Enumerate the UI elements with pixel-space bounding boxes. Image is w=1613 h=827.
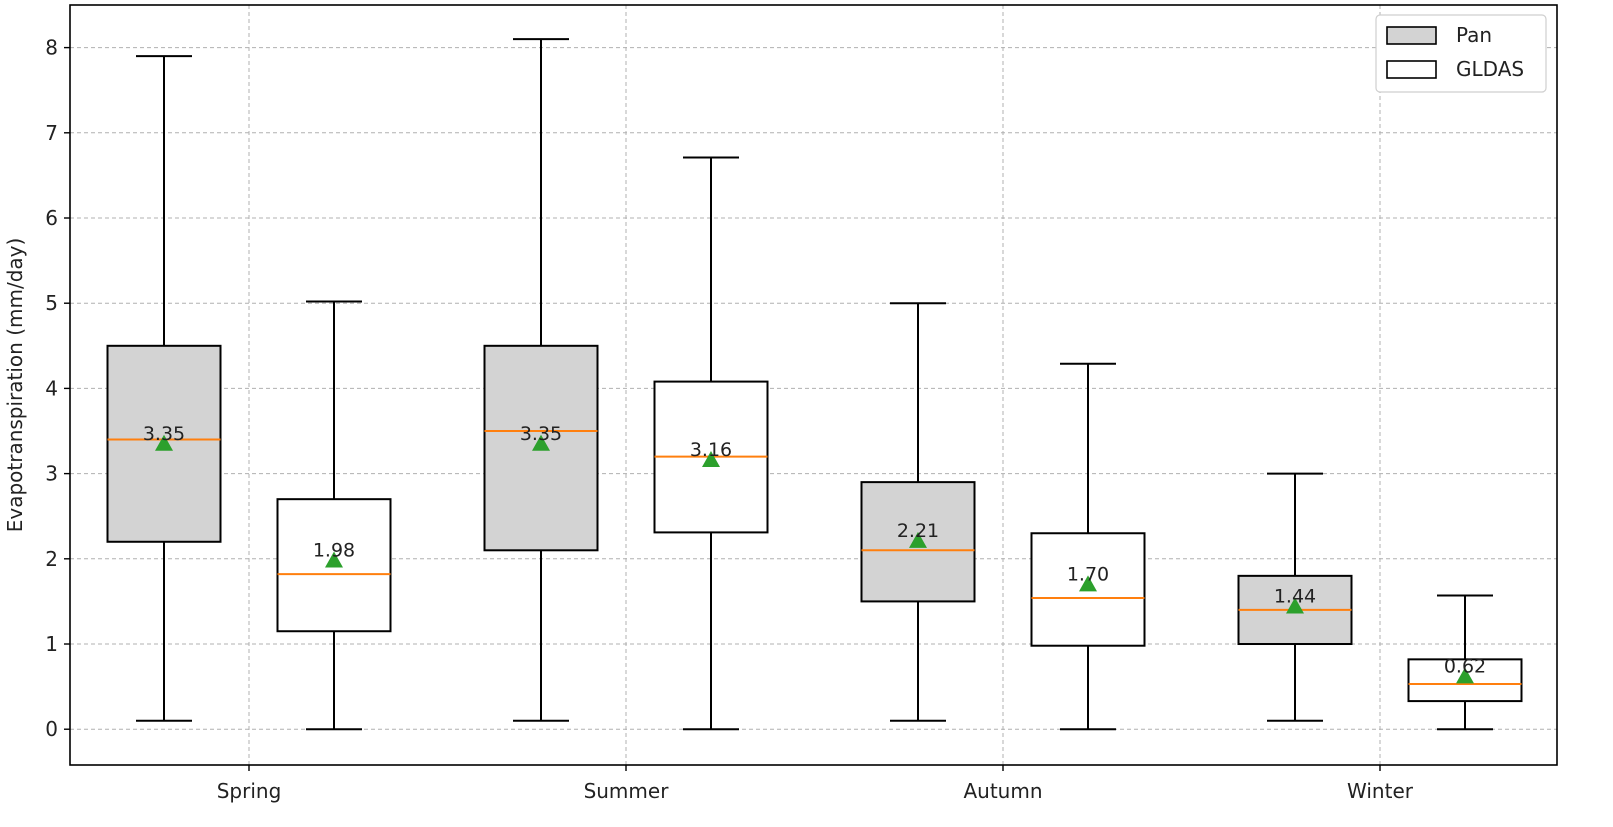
legend: Pan GLDAS	[1375, 14, 1547, 93]
box-pan-spring: 3.35	[106, 55, 222, 722]
mean-marker	[1286, 597, 1304, 614]
mean-label: 1.44	[1274, 586, 1316, 608]
y-tick-label: 7	[45, 121, 58, 145]
box-gldas-winter: 0.62	[1407, 594, 1523, 731]
y-tick-label: 5	[45, 291, 58, 315]
mean-marker	[909, 531, 927, 548]
box-pan-summer: 3.35	[483, 38, 599, 722]
x-tick-label: Spring	[217, 779, 282, 803]
legend-swatch-pan	[1386, 26, 1437, 45]
mean-label: 1.98	[313, 540, 355, 562]
mean-marker	[1456, 667, 1474, 684]
legend-label-gldas: GLDAS	[1456, 57, 1524, 81]
y-axis-label: Evapotranspiration (mm/day)	[3, 238, 27, 533]
mean-marker	[532, 434, 550, 451]
y-tick-label: 3	[45, 462, 58, 486]
mean-marker	[702, 450, 720, 467]
mean-marker	[155, 434, 173, 451]
mean-label: 2.21	[897, 520, 939, 542]
x-tick-label: Winter	[1347, 779, 1414, 803]
box-pan-winter: 1.44	[1237, 472, 1353, 722]
y-tick-label: 8	[45, 36, 58, 60]
box-gldas-summer: 3.16	[653, 156, 769, 731]
grid-lines	[70, 5, 1557, 765]
x-tick-label: Summer	[584, 779, 670, 803]
legend-label-pan: Pan	[1456, 23, 1492, 47]
mean-label: 1.70	[1067, 563, 1109, 585]
mean-label: 0.62	[1444, 655, 1486, 677]
mean-label: 3.16	[690, 439, 732, 461]
box-groups: 3.35 3.35 2.21 1.44 1.98 3.16 1.70 0.62	[106, 38, 1523, 731]
box-pan-autumn: 2.21	[860, 302, 976, 722]
legend-swatch-gldas	[1386, 60, 1437, 79]
y-tick-label: 4	[45, 376, 58, 400]
plot-frame	[69, 4, 1558, 766]
y-tick-label: 6	[45, 206, 58, 230]
y-tick-label: 1	[45, 632, 58, 656]
axis-ticks: 0 1 2 3 4 5 6 7 8 Spring Summer Autumn Winter	[45, 36, 1413, 803]
box-gldas-autumn: 1.70	[1030, 362, 1146, 731]
box-gldas-spring: 1.98	[276, 300, 392, 731]
mean-marker	[325, 551, 343, 568]
x-tick-label: Autumn	[963, 779, 1042, 803]
y-tick-label: 0	[45, 717, 58, 741]
y-tick-label: 2	[45, 547, 58, 571]
mean-marker	[1079, 575, 1097, 592]
mean-label: 3.35	[143, 423, 185, 445]
mean-label: 3.35	[520, 423, 562, 445]
